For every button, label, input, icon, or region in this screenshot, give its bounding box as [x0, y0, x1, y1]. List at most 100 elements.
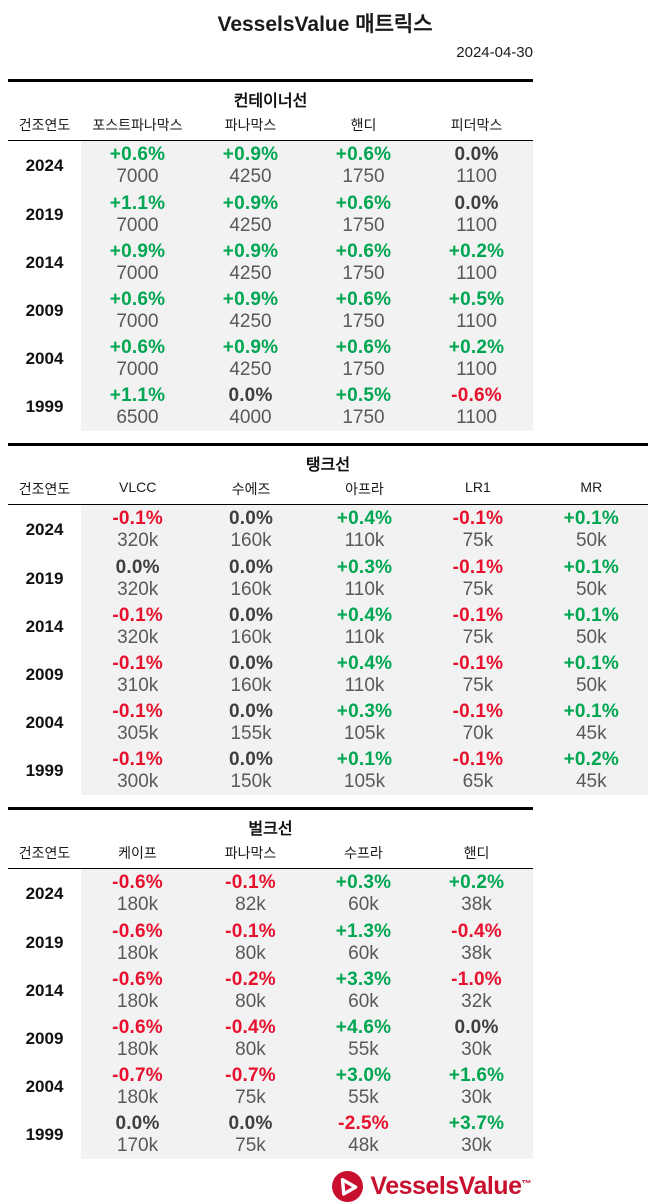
table-row: 2024 -0.6% 180k -0.1% 82k +0.3% 60k +0.2% 38k: [8, 869, 533, 918]
value: 7000: [116, 359, 159, 380]
data-cell: -0.1% 70k: [421, 698, 535, 747]
column-header: 피더막스: [450, 117, 503, 133]
data-cell: -0.1% 305k: [81, 698, 195, 747]
data-cell: 0.0% 170k: [81, 1110, 194, 1159]
percent-change: -0.4%: [225, 1017, 276, 1038]
data-cell: +0.6% 7000: [81, 286, 194, 335]
value: 160k: [230, 579, 272, 600]
data-cell: +0.6% 7000: [81, 334, 194, 383]
percent-change: +0.6%: [335, 144, 392, 165]
value: 60k: [348, 991, 379, 1012]
value: 75k: [235, 1087, 266, 1108]
percent-change: -0.1%: [452, 605, 504, 626]
year-cell: 2009: [8, 650, 81, 699]
data-cell: -0.6% 180k: [81, 918, 194, 967]
column-header: 파나막스: [224, 117, 277, 133]
value: 45k: [575, 771, 607, 792]
percent-change: +1.3%: [335, 921, 392, 942]
percent-change: 0.0%: [229, 701, 274, 722]
percent-change: +0.3%: [335, 872, 392, 893]
percent-change: 0.0%: [229, 508, 274, 529]
column-header: 아프라: [345, 481, 384, 497]
value: 1750: [342, 311, 385, 332]
data-cell: +0.1% 45k: [534, 698, 648, 747]
percent-change: -0.1%: [112, 749, 164, 770]
data-cell: -0.1% 75k: [421, 650, 535, 699]
value: 55k: [348, 1087, 379, 1108]
section-title-tankers: 탱크선: [305, 457, 351, 474]
year-cell: 2014: [8, 602, 81, 651]
vesselsvalue-logo: VesselsValue™: [332, 1171, 531, 1202]
data-cell: 0.0% 4000: [194, 382, 307, 431]
data-cell: +0.1% 50k: [534, 602, 648, 651]
data-cell: -0.4% 38k: [420, 918, 533, 967]
table-row: 2014 -0.6% 180k -0.2% 80k +3.3% 60k -1.0% 32k: [8, 965, 533, 1015]
column-header: VLCC: [119, 479, 157, 495]
percent-change: -0.6%: [112, 969, 163, 990]
data-cell: +1.1% 6500: [81, 382, 194, 431]
percent-change: 0.0%: [228, 1113, 273, 1134]
percent-change: -0.6%: [451, 385, 502, 406]
value: 32k: [461, 991, 492, 1012]
value: 1100: [456, 407, 497, 428]
percent-change: -0.6%: [112, 1017, 163, 1038]
percent-change: +0.6%: [335, 241, 392, 262]
data-cell: +3.7% 30k: [420, 1110, 533, 1159]
value: 55k: [348, 1039, 379, 1060]
year-cell: 2019: [8, 554, 81, 603]
table-header-row: 건조연도 케이프 파나막스 수프라 핸디: [8, 841, 533, 869]
value: 1750: [342, 407, 385, 428]
column-header: 수프라: [344, 845, 383, 861]
data-cell: +0.6% 1750: [307, 190, 420, 239]
data-cell: +0.3% 105k: [307, 698, 422, 747]
section-title-container-ships: 컨테이너선: [233, 93, 308, 110]
value: 150k: [230, 771, 272, 792]
data-cell: 0.0% 160k: [194, 505, 308, 554]
logo-text: VesselsValue™: [370, 1172, 531, 1200]
percent-change: +0.2%: [448, 241, 505, 262]
percent-change: -1.0%: [451, 969, 502, 990]
value: 4000: [229, 407, 272, 428]
data-cell: 0.0% 160k: [194, 554, 308, 603]
value: 300k: [117, 771, 159, 792]
percent-change: +0.5%: [448, 289, 505, 310]
percent-change: 0.0%: [228, 385, 273, 406]
percent-change: 0.0%: [454, 193, 499, 214]
value: 1100: [456, 166, 497, 187]
data-cell: +0.6% 1750: [307, 238, 420, 287]
percent-change: +0.5%: [335, 385, 392, 406]
table-row: 2009 -0.1% 310k 0.0% 160k +0.4% 110k -0.1% 75k +0…: [8, 649, 648, 699]
column-header: 포스트파나막스: [92, 117, 183, 133]
column-header: 핸디: [463, 845, 490, 861]
value: 170k: [116, 1135, 159, 1156]
value: 320k: [117, 579, 159, 600]
value: 75k: [462, 579, 494, 600]
value: 50k: [575, 675, 607, 696]
value: 30k: [461, 1039, 492, 1060]
data-cell: -0.1% 80k: [194, 918, 307, 967]
value: 30k: [461, 1135, 492, 1156]
data-cell: +0.5% 1750: [307, 382, 420, 431]
value: 80k: [235, 1039, 266, 1060]
table-bulkers: 벌크선 건조연도 케이프 파나막스 수프라 핸디 2024 -0.6% 180k -0.1% 8…: [8, 807, 533, 1159]
year-cell: 2004: [8, 698, 81, 747]
value: 305k: [117, 723, 159, 744]
percent-change: 0.0%: [454, 1017, 499, 1038]
value: 180k: [116, 943, 159, 964]
percent-change: +0.2%: [448, 337, 505, 358]
value: 1750: [342, 166, 385, 187]
value: 75k: [462, 530, 494, 551]
column-header: MR: [580, 479, 603, 495]
percent-change: +0.6%: [109, 144, 166, 165]
data-cell: +0.3% 110k: [307, 554, 422, 603]
year-cell: 2004: [8, 1062, 81, 1111]
data-cell: +3.3% 60k: [307, 966, 420, 1015]
value: 7000: [116, 166, 159, 187]
column-header: LR1: [465, 479, 491, 495]
percent-change: +4.6%: [335, 1017, 392, 1038]
year-cell: 1999: [8, 746, 81, 795]
value: 110k: [344, 579, 385, 600]
value: 110k: [344, 530, 385, 551]
data-cell: -2.5% 48k: [307, 1110, 420, 1159]
